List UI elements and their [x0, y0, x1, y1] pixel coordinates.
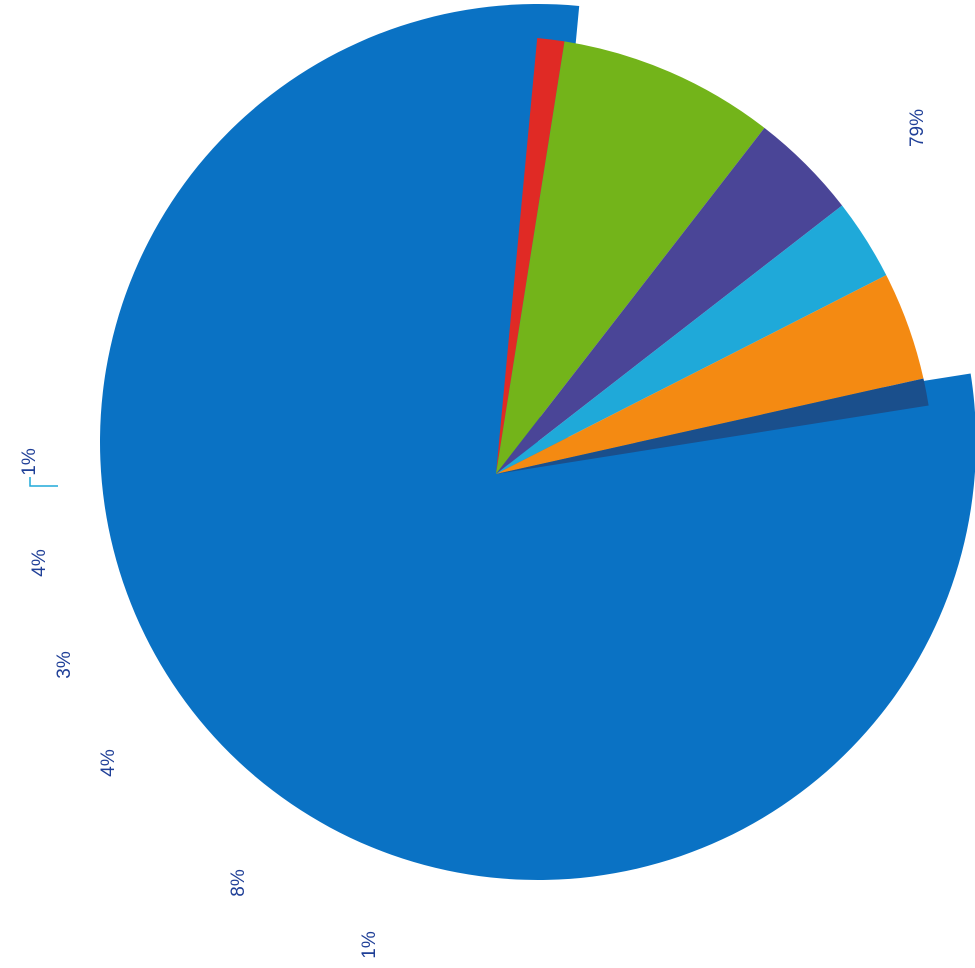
leader-lines	[29, 477, 58, 487]
pie-slice-1	[496, 37, 565, 474]
slice-label-6: 1%	[19, 448, 40, 476]
slice-labels: 79% 1% 8% 4% 3% 4% 1%	[19, 109, 928, 959]
slice-label-3: 4%	[98, 749, 119, 777]
pie-slice-4	[496, 205, 887, 475]
slice-label-0: 79%	[907, 109, 928, 147]
slice-label-5: 4%	[29, 549, 50, 577]
leader-line-6	[29, 477, 58, 487]
slice-label-4: 3%	[54, 651, 75, 679]
pie-slice-3	[496, 127, 843, 474]
pie-slice-2	[496, 41, 765, 474]
pie-slices	[100, 4, 975, 880]
slice-label-2: 8%	[228, 869, 249, 897]
slice-label-1: 1%	[359, 931, 380, 959]
pie-slice-5	[496, 275, 924, 474]
pie-slice-6	[496, 378, 929, 474]
